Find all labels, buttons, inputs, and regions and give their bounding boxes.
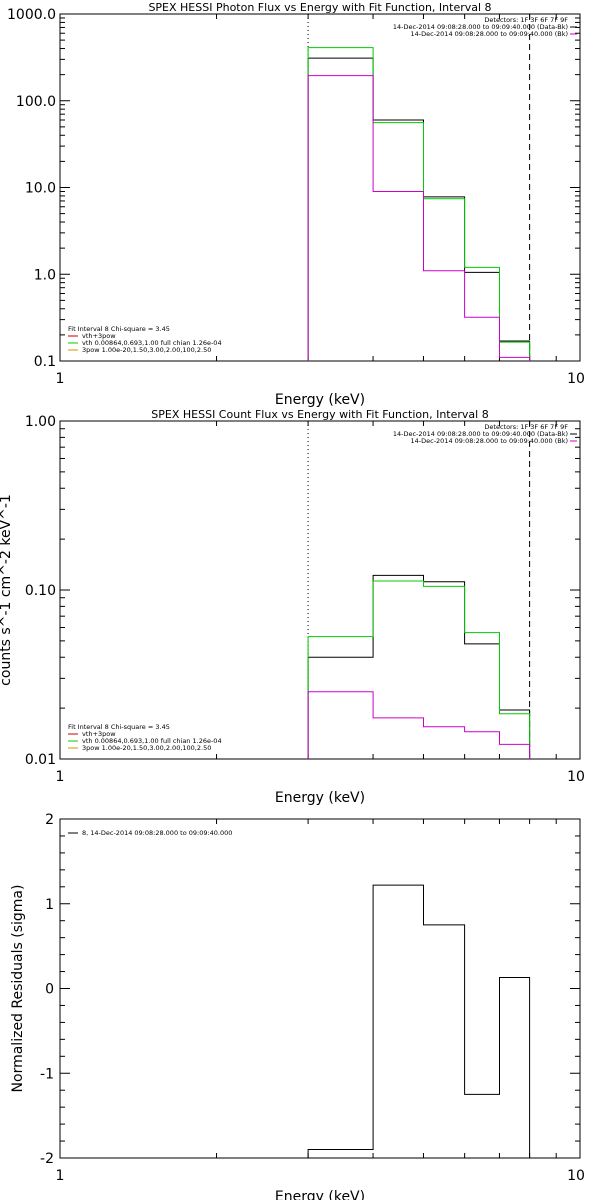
panel2-y-tick-label: 0.01	[25, 752, 56, 768]
panel1-x-axis-label: Energy (keV)	[275, 392, 365, 408]
panel3-y-axis-label: Normalized Residuals (sigma)	[10, 885, 26, 1093]
panel2-y-axis-label: counts s^-1 cm^-2 keV^-1	[0, 494, 14, 686]
panel3-plot-frame	[59, 818, 581, 1159]
panel2-legend-entry: Fit Interval 8 Chi-square = 3.45	[68, 723, 170, 731]
panel1-legend-entry: vth 0.00864,0.693,1.00 full chian 1.26e-…	[82, 339, 222, 347]
panel1-annotation-right: 14-Dec-2014 09:08:28.000 to 09:09:40.000…	[411, 30, 569, 38]
panel3-x-axis-label: Energy (keV)	[275, 1189, 365, 1200]
panel1-annotation-right: Detectors: 1F 3F 6F 7F 9F	[484, 16, 568, 24]
panel1-x-tick-label: 10	[567, 371, 585, 387]
panel1-legend-entry: vth+3pow	[82, 332, 116, 340]
panel1-annotation-right: 14-Dec-2014 09:08:28.000 to 09:09:40.000…	[393, 23, 568, 31]
panel2-annotation-right: Detectors: 1F 3F 6F 7F 9F	[484, 423, 568, 431]
panel2-title: SPEX HESSI Count Flux vs Energy with Fit…	[151, 408, 488, 421]
panel1-x-tick-label: 1	[56, 371, 65, 387]
panel1-series-1-step-line	[307, 57, 531, 361]
panel1-y-tick-label: 100.0	[16, 94, 56, 110]
panel3-y-tick-label: -2	[40, 1151, 54, 1167]
panel1-y-tick-label: 0.1	[34, 354, 56, 370]
panel2-plot-frame	[59, 420, 581, 760]
panel2-y-tick-label: 1.00	[25, 414, 56, 430]
panel1-series-2-step-line	[307, 47, 531, 361]
panel1-y-tick-label: 1.0	[34, 267, 56, 283]
panel1-legend-entry: 3pow 1.00e-20,1.50,3.00,2.00,100,2.50	[82, 346, 211, 354]
panel2-series-3-step-line	[307, 691, 531, 759]
panel2-annotation-right: 14-Dec-2014 09:08:28.000 to 09:09:40.000…	[411, 437, 569, 445]
panel2-x-tick-label: 10	[567, 769, 585, 785]
panel3-x-tick-label: 1	[56, 1168, 65, 1184]
panel3-y-tick-label: 1	[45, 897, 54, 913]
panel3-y-tick-label: 2	[45, 812, 54, 828]
panel2-legend-entry: 3pow 1.00e-20,1.50,3.00,2.00,100,2.50	[82, 744, 211, 752]
panel1-y-tick-label: 1000.0	[7, 7, 56, 23]
panel1-title: SPEX HESSI Photon Flux vs Energy with Fi…	[148, 1, 491, 14]
panel1-plot-frame	[59, 13, 581, 362]
panel3-series-1-step-line	[307, 884, 531, 1158]
panel2-x-axis-label: Energy (keV)	[275, 790, 365, 806]
panel3-legend-entry: 8, 14-Dec-2014 09:08:28.000 to 09:09:40.…	[82, 829, 232, 837]
panel1-legend-entry: Fit Interval 8 Chi-square = 3.45	[68, 325, 170, 333]
panel3-y-tick-label: -1	[40, 1066, 54, 1082]
panel3-y-tick-label: 0	[45, 982, 54, 998]
panel3-x-tick-label: 10	[567, 1168, 585, 1184]
panel1-y-tick-label: 10.0	[25, 181, 56, 197]
panel2-series-1-step-line	[307, 574, 531, 759]
panel2-legend-entry: vth 0.00864,0.693,1.00 full chian 1.26e-…	[82, 737, 222, 745]
panel2-legend-entry: vth+3pow	[82, 730, 116, 738]
panel1-series-3-step-line	[307, 75, 531, 361]
panel2-series-2-step-line	[307, 580, 531, 759]
panel2-y-tick-label: 0.10	[25, 583, 56, 599]
panel2-x-tick-label: 1	[56, 769, 65, 785]
panel2-annotation-right: 14-Dec-2014 09:08:28.000 to 09:09:40.000…	[393, 430, 568, 438]
